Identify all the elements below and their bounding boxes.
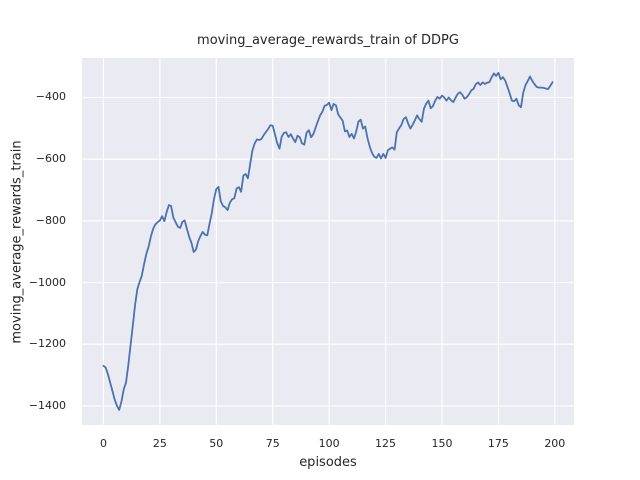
x-tick-label: 125 [375, 437, 397, 450]
y-tick-label: −1400 [28, 398, 66, 412]
y-tick-label: −1200 [28, 337, 66, 351]
y-tick-label: −1000 [28, 275, 66, 289]
x-tick-label: 100 [318, 437, 340, 450]
x-axis-label: episodes [299, 455, 357, 470]
y-tick-label: −400 [35, 90, 66, 104]
y-axis-label: moving_average_rewards_train [9, 140, 25, 344]
y-tick-label: −600 [35, 152, 66, 166]
chart-title: moving_average_rewards_train of DDPG [197, 33, 459, 48]
x-tick-label: 175 [487, 437, 509, 450]
x-tick-label: 50 [209, 437, 224, 450]
y-tick-label: −800 [35, 213, 66, 227]
line-plot-svg [82, 58, 574, 425]
x-tick-label: 0 [99, 437, 107, 450]
x-tick-label: 150 [431, 437, 453, 450]
x-tick-label: 75 [265, 437, 280, 450]
x-tick-label: 25 [152, 437, 167, 450]
plot-area [82, 58, 574, 425]
x-tick-label: 200 [544, 437, 566, 450]
